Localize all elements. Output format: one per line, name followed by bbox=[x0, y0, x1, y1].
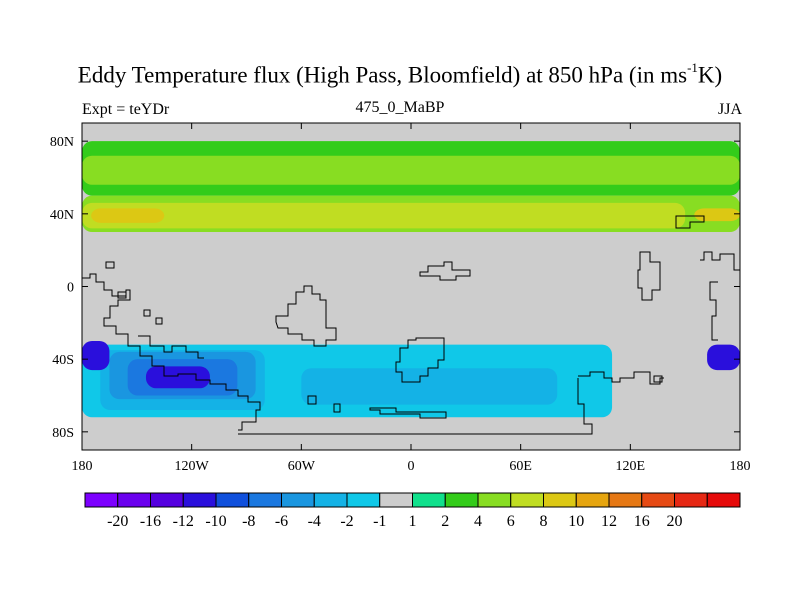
contour-fields bbox=[82, 141, 740, 432]
colorbar-label: 10 bbox=[568, 513, 584, 530]
colorbar-label: 16 bbox=[634, 513, 650, 530]
y-tick-label: 40S bbox=[52, 353, 74, 368]
season-label: JJA bbox=[717, 101, 742, 118]
colorbar-label: -6 bbox=[275, 513, 288, 530]
coastline-eurasia-south bbox=[419, 261, 471, 281]
colorbar-swatch bbox=[346, 492, 381, 508]
x-tick-label: 60W bbox=[288, 459, 316, 474]
x-tick-label: 0 bbox=[408, 459, 415, 474]
colorbar-label: -10 bbox=[205, 513, 226, 530]
colorbar-swatch bbox=[510, 492, 544, 508]
colorbar-label: 6 bbox=[507, 513, 515, 530]
colorbar-label: -1 bbox=[373, 513, 386, 530]
colorbar-swatch bbox=[575, 492, 610, 508]
colorbar-swatch bbox=[150, 492, 184, 508]
coastline-asia-east bbox=[637, 251, 661, 301]
colorbar-label: -12 bbox=[173, 513, 194, 530]
coastline-maritime bbox=[700, 251, 740, 341]
colorbar-label: 8 bbox=[540, 513, 548, 530]
colorbar: -20 -16 -12 -10 -8 -6 -4 -2 -1 1 2 4 6 8 10 12 16 20 bbox=[84, 492, 741, 530]
colorbar-label: 1 bbox=[409, 513, 417, 530]
colorbar-swatch bbox=[674, 492, 708, 508]
contour-region-13 bbox=[82, 341, 110, 371]
colorbar-label: 2 bbox=[441, 513, 449, 530]
colorbar-label: -2 bbox=[340, 513, 353, 530]
coastlines bbox=[82, 215, 740, 435]
coastline-africa bbox=[395, 337, 445, 383]
y-tick-label: 80N bbox=[50, 135, 74, 150]
contour-region-3 bbox=[82, 202, 686, 229]
colorbar-swatch bbox=[706, 492, 741, 508]
colorbar-label: 20 bbox=[667, 513, 683, 530]
y-tick-label: 0 bbox=[67, 281, 74, 296]
coastline-antarctica bbox=[238, 378, 593, 435]
chart-title: Eddy Temperature flux (High Pass, Bloomf… bbox=[77, 60, 723, 88]
run-label: 475_0_MaBP bbox=[355, 99, 445, 116]
colorbar-swatch bbox=[313, 492, 348, 508]
colorbar-label: -20 bbox=[107, 513, 128, 530]
colorbar-label: -8 bbox=[242, 513, 255, 530]
colorbar-label: 4 bbox=[474, 513, 482, 530]
colorbar-label: -4 bbox=[308, 513, 321, 530]
contour-region-14 bbox=[707, 344, 740, 371]
contour-region-9 bbox=[301, 368, 558, 405]
contour-region-1 bbox=[82, 155, 740, 185]
colorbar-swatch bbox=[84, 492, 119, 508]
coastline-small-islands bbox=[105, 261, 663, 413]
x-tick-label: 120E bbox=[616, 459, 646, 474]
colorbar-swatch bbox=[215, 492, 250, 508]
colorbar-swatch bbox=[182, 492, 217, 508]
contour-region-12 bbox=[145, 366, 210, 389]
axis-ticks: 180 120W 60W 0 60E 120E 180 80N 40N 0 40S 80S bbox=[50, 123, 751, 474]
coastline-japan bbox=[675, 215, 705, 229]
colorbar-swatch bbox=[477, 492, 512, 508]
x-tick-label: 120W bbox=[175, 459, 210, 474]
experiment-label: Expt = teYDr bbox=[82, 101, 170, 118]
colorbar-swatch bbox=[412, 492, 446, 508]
coastline-australia bbox=[578, 371, 664, 385]
colorbar-swatch bbox=[608, 492, 643, 508]
colorbar-swatch bbox=[281, 492, 315, 508]
coastline-north-america bbox=[82, 273, 261, 431]
coastline-south-america bbox=[275, 285, 337, 347]
colorbar-swatch bbox=[543, 492, 577, 508]
colorbar-swatch bbox=[444, 492, 479, 508]
colorbar-label: -16 bbox=[140, 513, 161, 530]
colorbar-swatch bbox=[248, 492, 282, 508]
y-tick-label: 80S bbox=[52, 426, 74, 441]
colorbar-label: 12 bbox=[601, 513, 617, 530]
colorbar-swatch bbox=[641, 492, 675, 508]
colorbar-swatch bbox=[117, 492, 151, 508]
contour-region-5 bbox=[694, 208, 740, 222]
y-tick-label: 40N bbox=[50, 208, 74, 223]
x-tick-label: 60E bbox=[509, 459, 532, 474]
x-tick-label: 180 bbox=[730, 459, 751, 474]
colorbar-swatch bbox=[379, 492, 413, 508]
contour-region-4 bbox=[91, 208, 165, 223]
coastline-central-america bbox=[138, 335, 204, 359]
x-tick-label: 180 bbox=[72, 459, 93, 474]
